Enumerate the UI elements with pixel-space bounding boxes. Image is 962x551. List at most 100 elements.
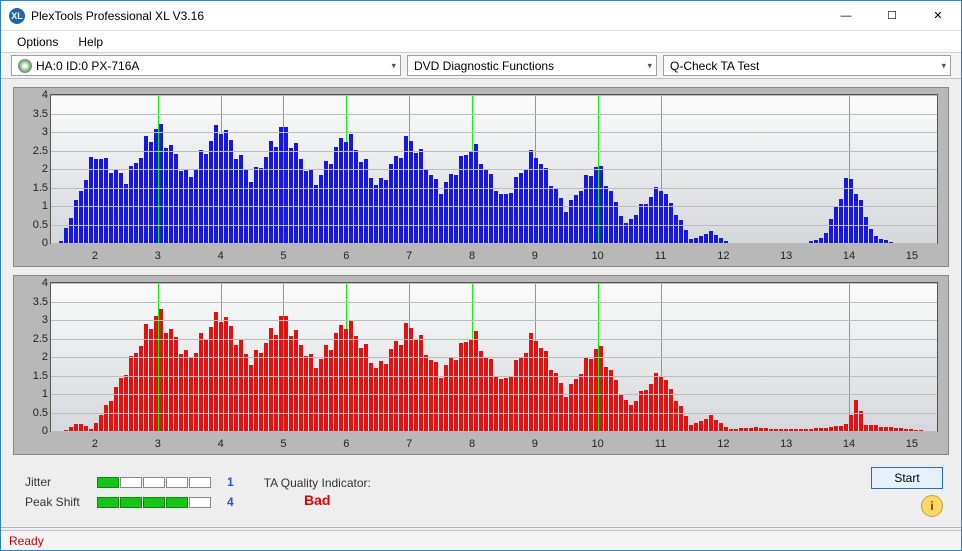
- chart-bar: [269, 328, 273, 431]
- chart-bar: [424, 355, 428, 432]
- chart-bar: [69, 218, 73, 243]
- chart-bar: [439, 194, 443, 243]
- chart-bar: [104, 158, 108, 243]
- chart-bar: [559, 383, 563, 431]
- chart-bar: [239, 340, 243, 431]
- chart-bar: [94, 423, 98, 431]
- chart-bar: [654, 187, 658, 243]
- chart-bar: [164, 148, 168, 243]
- diagnostic-select-label: DVD Diagnostic Functions: [414, 59, 554, 73]
- chart-bar: [179, 354, 183, 431]
- ta-indicator: TA Quality Indicator: Bad: [264, 476, 371, 508]
- drive-select[interactable]: HA:0 ID:0 PX-716A ▾: [11, 55, 401, 76]
- chart-bar: [284, 127, 288, 243]
- chart-bar: [709, 415, 713, 431]
- chart-bar: [154, 129, 158, 243]
- chart-bar: [369, 363, 373, 431]
- x-tick-label: 11: [655, 438, 666, 450]
- chart-bar: [439, 378, 443, 431]
- maximize-button[interactable]: ☐: [869, 1, 915, 31]
- chart-bar: [289, 148, 293, 243]
- chart-bar: [574, 379, 578, 431]
- gridline: [51, 339, 937, 340]
- chart-bar: [419, 335, 423, 431]
- chart-bar: [154, 316, 158, 431]
- x-tick-label: 3: [155, 250, 161, 262]
- diagnostic-select[interactable]: DVD Diagnostic Functions ▾: [407, 55, 657, 76]
- chart-bar: [319, 175, 323, 243]
- start-button[interactable]: Start: [871, 467, 943, 489]
- chart-bar: [554, 189, 558, 243]
- statusbar: Ready: [1, 530, 961, 550]
- chart-bar: [459, 343, 463, 431]
- chart-bar: [74, 424, 78, 431]
- chart-bar: [494, 191, 498, 243]
- chart-bar: [314, 368, 318, 431]
- chart-bar: [609, 191, 613, 243]
- chart-bar: [494, 377, 498, 432]
- test-select[interactable]: Q-Check TA Test ▾: [663, 55, 951, 76]
- disc-icon: [18, 59, 32, 73]
- y-tick-label: 3.5: [14, 108, 48, 120]
- chart-bar: [574, 195, 578, 243]
- chart-bar: [704, 419, 708, 431]
- chart-bar: [294, 143, 298, 243]
- gridline: [51, 114, 937, 115]
- info-button[interactable]: i: [921, 495, 943, 517]
- chart-bar: [254, 167, 258, 243]
- menu-help[interactable]: Help: [68, 33, 113, 51]
- chart-bar: [269, 141, 273, 243]
- chart-bar: [354, 150, 358, 243]
- chart-bar: [339, 325, 343, 431]
- chart-bar: [619, 216, 623, 243]
- chart-bar: [409, 328, 413, 431]
- chart-bar: [624, 223, 628, 243]
- chart-bar: [329, 350, 333, 431]
- gridline: [51, 431, 937, 432]
- x-tick-label: 10: [592, 438, 604, 450]
- chart-bar: [854, 400, 858, 431]
- chart-bar: [279, 127, 283, 243]
- chart-bar: [604, 186, 608, 243]
- chart-bar: [139, 346, 143, 431]
- chart-bar: [579, 374, 583, 431]
- ta-indicator-label: TA Quality Indicator:: [264, 476, 371, 490]
- chart-bar: [244, 354, 248, 431]
- action-panel: Start i: [871, 467, 943, 517]
- chart-bar: [229, 326, 233, 431]
- chart-bar: [204, 339, 208, 431]
- chart-bar: [844, 424, 848, 431]
- chart-bar: [104, 405, 108, 431]
- chart-bar: [314, 185, 318, 243]
- x-tick-label: 2: [92, 438, 98, 450]
- chart-bar: [694, 423, 698, 431]
- chart-bar: [454, 175, 458, 243]
- x-tick-label: 3: [155, 438, 161, 450]
- y-tick-label: 0: [14, 237, 48, 249]
- chart-bar: [539, 348, 543, 431]
- chart-bar: [554, 373, 558, 431]
- chart-bar: [434, 362, 438, 431]
- chart-bar: [469, 339, 473, 431]
- chart-bar: [209, 327, 213, 431]
- chart-bar: [644, 390, 648, 431]
- meter-segment: [189, 497, 211, 508]
- meters: Jitter 1 Peak Shift 4: [25, 475, 234, 509]
- bottom-panel: Jitter 1 Peak Shift 4 TA Quality Indicat…: [13, 463, 949, 519]
- status-text: Ready: [9, 534, 44, 548]
- chart-bar: [394, 341, 398, 431]
- x-tick-label: 8: [469, 438, 475, 450]
- close-button[interactable]: ✕: [915, 1, 961, 31]
- chart-bar: [274, 147, 278, 243]
- meter-segment: [166, 497, 188, 508]
- chart-bar: [659, 191, 663, 243]
- peak-shift-bars: [97, 497, 211, 508]
- menu-options[interactable]: Options: [7, 33, 68, 51]
- chart-bar: [474, 331, 478, 431]
- chart-bar: [854, 194, 858, 243]
- chart-bar: [169, 145, 173, 243]
- chart-bar: [549, 370, 553, 431]
- x-tick-label: 4: [218, 438, 224, 450]
- x-tick-label: 11: [655, 250, 666, 262]
- minimize-button[interactable]: —: [823, 1, 869, 31]
